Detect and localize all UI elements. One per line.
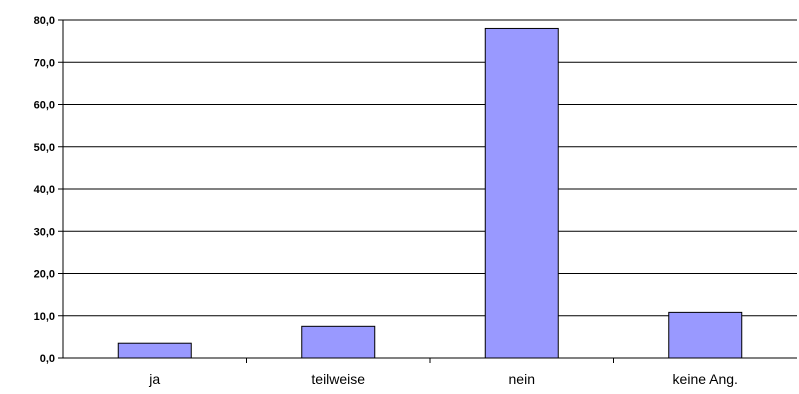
- y-tick-label: 80,0: [34, 15, 55, 27]
- x-tick-label: ja: [148, 371, 160, 387]
- bar-keine-ang: [668, 311, 743, 359]
- y-tick-label: 50,0: [34, 142, 55, 154]
- x-tick-labels: ja teilweise nein keine Ang.: [148, 358, 738, 387]
- y-tick-label: 0,0: [40, 353, 55, 365]
- bar-ja: [117, 342, 192, 359]
- bars: [117, 27, 743, 359]
- y-tick-label: 70,0: [34, 57, 55, 69]
- bar-nein: [484, 27, 559, 359]
- y-tick-label: 10,0: [34, 311, 55, 323]
- y-tick-labels: 0,0 10,0 20,0 30,0 40,0 50,0 60,0 70,0 80,0: [34, 15, 63, 365]
- x-tick-label: keine Ang.: [673, 371, 738, 387]
- y-tick-label: 30,0: [34, 226, 55, 238]
- gridlines: [63, 19, 797, 317]
- y-tick-label: 60,0: [34, 100, 55, 112]
- x-tick-label: nein: [509, 371, 535, 387]
- y-tick-label: 40,0: [34, 184, 55, 196]
- y-tick-label: 20,0: [34, 269, 55, 281]
- x-tick-label: teilweise: [311, 371, 365, 387]
- bar-teilweise: [301, 325, 376, 359]
